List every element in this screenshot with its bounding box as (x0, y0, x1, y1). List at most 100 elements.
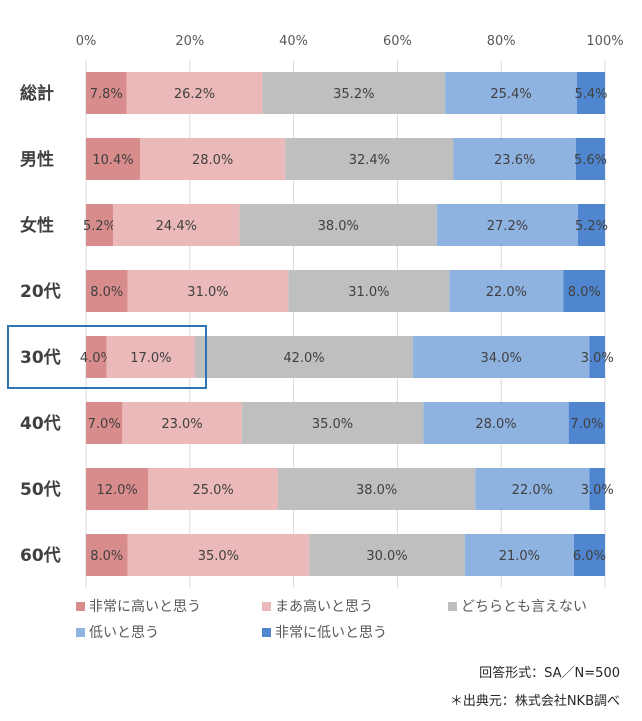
legend-item: 非常に低いと思う (262, 622, 387, 642)
bar-segment (309, 534, 465, 576)
bar-segment (575, 138, 605, 180)
bar-segment (86, 402, 123, 444)
data-label: 17.0% (130, 351, 171, 366)
bar-segment (475, 468, 590, 510)
highlight-box (7, 325, 207, 389)
bar-segment (112, 204, 240, 246)
bar-segment (445, 72, 577, 114)
category-label: 40代 (20, 413, 61, 434)
data-label: 26.2% (174, 87, 215, 102)
data-label: 5.4% (574, 87, 607, 102)
data-label: 23.0% (161, 417, 202, 432)
category-label: 30代 (20, 347, 61, 368)
legend-label: 非常に高いと思う (89, 599, 201, 615)
data-label: 3.0% (581, 351, 614, 366)
data-label: 22.0% (512, 483, 553, 498)
data-label: 7.0% (88, 417, 121, 432)
category-label: 50代 (20, 479, 61, 500)
bar-segment (139, 138, 286, 180)
bar-segment (589, 336, 605, 378)
category-label: 60代 (20, 545, 61, 566)
data-label: 6.0% (573, 549, 606, 564)
legend-swatch (262, 627, 271, 637)
bar-segment (576, 72, 605, 114)
legend-item: 非常に高いと思う (76, 596, 201, 616)
bar-segment (194, 336, 413, 378)
bar-segment (86, 336, 107, 378)
data-label: 28.0% (475, 417, 516, 432)
bar-segment (106, 336, 195, 378)
data-label: 3.0% (581, 483, 614, 498)
bar-segment (86, 534, 128, 576)
bar-segment (127, 270, 289, 312)
data-label: 7.8% (90, 87, 123, 102)
data-label: 5.2% (575, 219, 608, 234)
bar-segment (127, 534, 310, 576)
category-label: 総計 (20, 83, 54, 104)
bar-segment (464, 534, 574, 576)
data-label: 38.0% (356, 483, 397, 498)
bar-segment (86, 72, 127, 114)
response-format-note: 回答形式：SA／N=500 (479, 666, 620, 681)
data-label: 8.0% (90, 285, 123, 300)
data-label: 4.0% (80, 351, 113, 366)
data-label: 35.2% (333, 87, 374, 102)
legend-swatch (262, 601, 271, 611)
legend-item: どちらとも言えない (448, 596, 587, 616)
bar-segment (262, 72, 446, 114)
bar-segment (578, 204, 605, 246)
legend-label: 低いと思う (89, 625, 159, 641)
legend-swatch (76, 601, 85, 611)
bar-segment (563, 270, 605, 312)
data-label: 5.2% (83, 219, 116, 234)
legend-label: まあ高いと思う (275, 599, 373, 615)
legend-swatch (76, 627, 85, 637)
legend-swatch (448, 601, 457, 611)
bar-segment (453, 138, 576, 180)
data-label: 30.0% (366, 549, 407, 564)
bar-segment (86, 468, 149, 510)
data-label: 25.4% (490, 87, 531, 102)
category-label: 男性 (20, 149, 54, 170)
legend-label: どちらとも言えない (461, 599, 587, 615)
x-tick-label: 40% (279, 34, 308, 49)
data-label: 8.0% (90, 549, 123, 564)
data-label: 5.6% (574, 153, 607, 168)
data-label: 7.0% (570, 417, 603, 432)
data-label: 31.0% (187, 285, 228, 300)
data-label: 28.0% (192, 153, 233, 168)
x-tick-label: 100% (586, 34, 623, 49)
data-label: 21.0% (499, 549, 540, 564)
bar-segment (288, 270, 450, 312)
data-label: 38.0% (318, 219, 359, 234)
bar-segment (573, 534, 605, 576)
bar-segment (239, 204, 437, 246)
legend-item: 低いと思う (76, 622, 159, 642)
source-note: ＊出典元：株式会社NKB調べ (449, 694, 620, 709)
data-label: 32.4% (349, 153, 390, 168)
bar-segment (412, 336, 590, 378)
bar-segment (568, 402, 605, 444)
category-label: 女性 (20, 215, 54, 236)
bar-segment (126, 72, 263, 114)
legend-item: まあ高いと思う (262, 596, 373, 616)
category-label: 20代 (20, 281, 61, 302)
bar-segment (278, 468, 476, 510)
data-label: 25.0% (192, 483, 233, 498)
stacked-bar-chart: 0% 20% 40% 60% 80% 100% 総計 7.8% 26.2% 35.2% 25.4% 5… (7, 34, 624, 588)
bar-segment (122, 402, 242, 444)
legend-label: 非常に低いと思う (275, 625, 387, 641)
data-label: 22.0% (486, 285, 527, 300)
x-tick-label: 80% (487, 34, 516, 49)
data-label: 27.2% (487, 219, 528, 234)
data-label: 8.0% (568, 285, 601, 300)
data-label: 10.4% (92, 153, 133, 168)
x-tick-label: 20% (175, 34, 204, 49)
bar-segment (148, 468, 279, 510)
data-label: 34.0% (481, 351, 522, 366)
data-label: 35.0% (312, 417, 353, 432)
data-label: 42.0% (283, 351, 324, 366)
data-label: 35.0% (198, 549, 239, 564)
bar-segment (436, 204, 579, 246)
data-label: 24.4% (156, 219, 197, 234)
